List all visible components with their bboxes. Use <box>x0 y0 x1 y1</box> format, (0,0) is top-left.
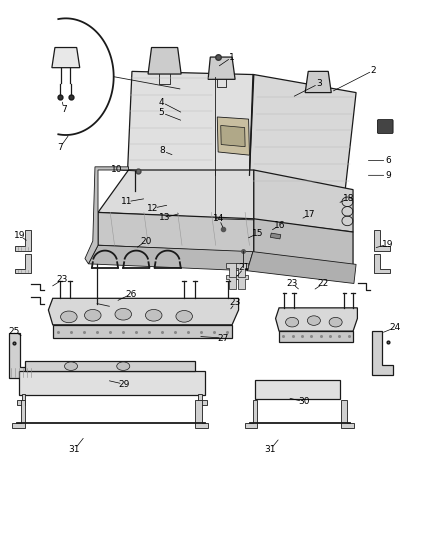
Polygon shape <box>254 170 353 232</box>
Text: 23: 23 <box>230 298 241 307</box>
Polygon shape <box>52 47 80 68</box>
Text: 10: 10 <box>111 166 123 174</box>
FancyBboxPatch shape <box>378 119 393 133</box>
Text: 7: 7 <box>62 104 67 114</box>
Polygon shape <box>374 254 390 273</box>
Text: 29: 29 <box>118 379 130 389</box>
Text: 21: 21 <box>239 263 250 272</box>
Text: 5: 5 <box>159 108 164 117</box>
Text: 31: 31 <box>265 445 276 454</box>
Polygon shape <box>12 400 25 428</box>
Text: 13: 13 <box>159 213 170 222</box>
Text: 22: 22 <box>318 279 329 288</box>
Polygon shape <box>85 167 128 264</box>
Text: 18: 18 <box>343 194 354 203</box>
Text: 20: 20 <box>140 237 152 246</box>
Polygon shape <box>148 47 181 74</box>
Polygon shape <box>98 170 254 220</box>
Text: 15: 15 <box>251 229 263 238</box>
Text: 16: 16 <box>274 221 286 230</box>
Polygon shape <box>372 331 393 375</box>
Text: 24: 24 <box>390 323 401 332</box>
Ellipse shape <box>115 309 131 320</box>
Polygon shape <box>127 71 254 175</box>
Text: 4: 4 <box>159 98 164 107</box>
Text: 8: 8 <box>159 147 165 156</box>
Text: 27: 27 <box>218 334 229 343</box>
Ellipse shape <box>329 317 342 327</box>
Polygon shape <box>98 213 254 253</box>
Text: 19: 19 <box>382 240 394 249</box>
Polygon shape <box>15 254 31 273</box>
Ellipse shape <box>85 310 101 321</box>
Text: 23: 23 <box>57 275 68 284</box>
Ellipse shape <box>307 316 321 325</box>
Ellipse shape <box>117 362 130 370</box>
Polygon shape <box>341 400 354 428</box>
Polygon shape <box>48 298 239 325</box>
Polygon shape <box>195 400 208 428</box>
Polygon shape <box>276 308 357 331</box>
Text: 14: 14 <box>213 214 225 223</box>
Polygon shape <box>25 361 195 372</box>
Polygon shape <box>19 372 205 395</box>
Text: 23: 23 <box>286 279 298 288</box>
Polygon shape <box>17 394 25 406</box>
Polygon shape <box>198 394 207 406</box>
Ellipse shape <box>60 311 77 322</box>
Text: 11: 11 <box>121 197 132 206</box>
Polygon shape <box>236 263 248 277</box>
Text: 9: 9 <box>385 171 391 180</box>
Polygon shape <box>208 57 235 79</box>
Text: 31: 31 <box>69 445 80 454</box>
Text: 3: 3 <box>316 79 322 88</box>
Polygon shape <box>9 333 33 378</box>
Text: 26: 26 <box>125 289 137 298</box>
Polygon shape <box>254 381 340 399</box>
Text: 25: 25 <box>9 327 20 336</box>
Ellipse shape <box>145 310 162 321</box>
Polygon shape <box>226 275 238 289</box>
Polygon shape <box>226 263 238 277</box>
Polygon shape <box>88 245 253 271</box>
Polygon shape <box>15 230 31 251</box>
Polygon shape <box>221 125 245 147</box>
Polygon shape <box>53 325 232 338</box>
Text: 19: 19 <box>14 231 25 240</box>
Polygon shape <box>250 75 356 190</box>
Polygon shape <box>279 331 353 342</box>
Polygon shape <box>305 71 331 93</box>
Polygon shape <box>236 275 248 289</box>
Text: 6: 6 <box>385 156 391 165</box>
Text: 17: 17 <box>304 210 315 219</box>
Text: 30: 30 <box>298 397 310 406</box>
Polygon shape <box>270 233 281 239</box>
Text: 2: 2 <box>371 66 376 75</box>
Polygon shape <box>217 117 250 155</box>
Polygon shape <box>245 400 257 428</box>
Ellipse shape <box>64 362 78 370</box>
Ellipse shape <box>176 311 192 322</box>
Ellipse shape <box>286 317 299 327</box>
Text: 12: 12 <box>147 204 159 213</box>
Polygon shape <box>374 230 390 251</box>
Text: 1: 1 <box>229 53 235 62</box>
Polygon shape <box>247 252 356 284</box>
Text: 7: 7 <box>57 143 63 152</box>
Polygon shape <box>254 219 353 265</box>
